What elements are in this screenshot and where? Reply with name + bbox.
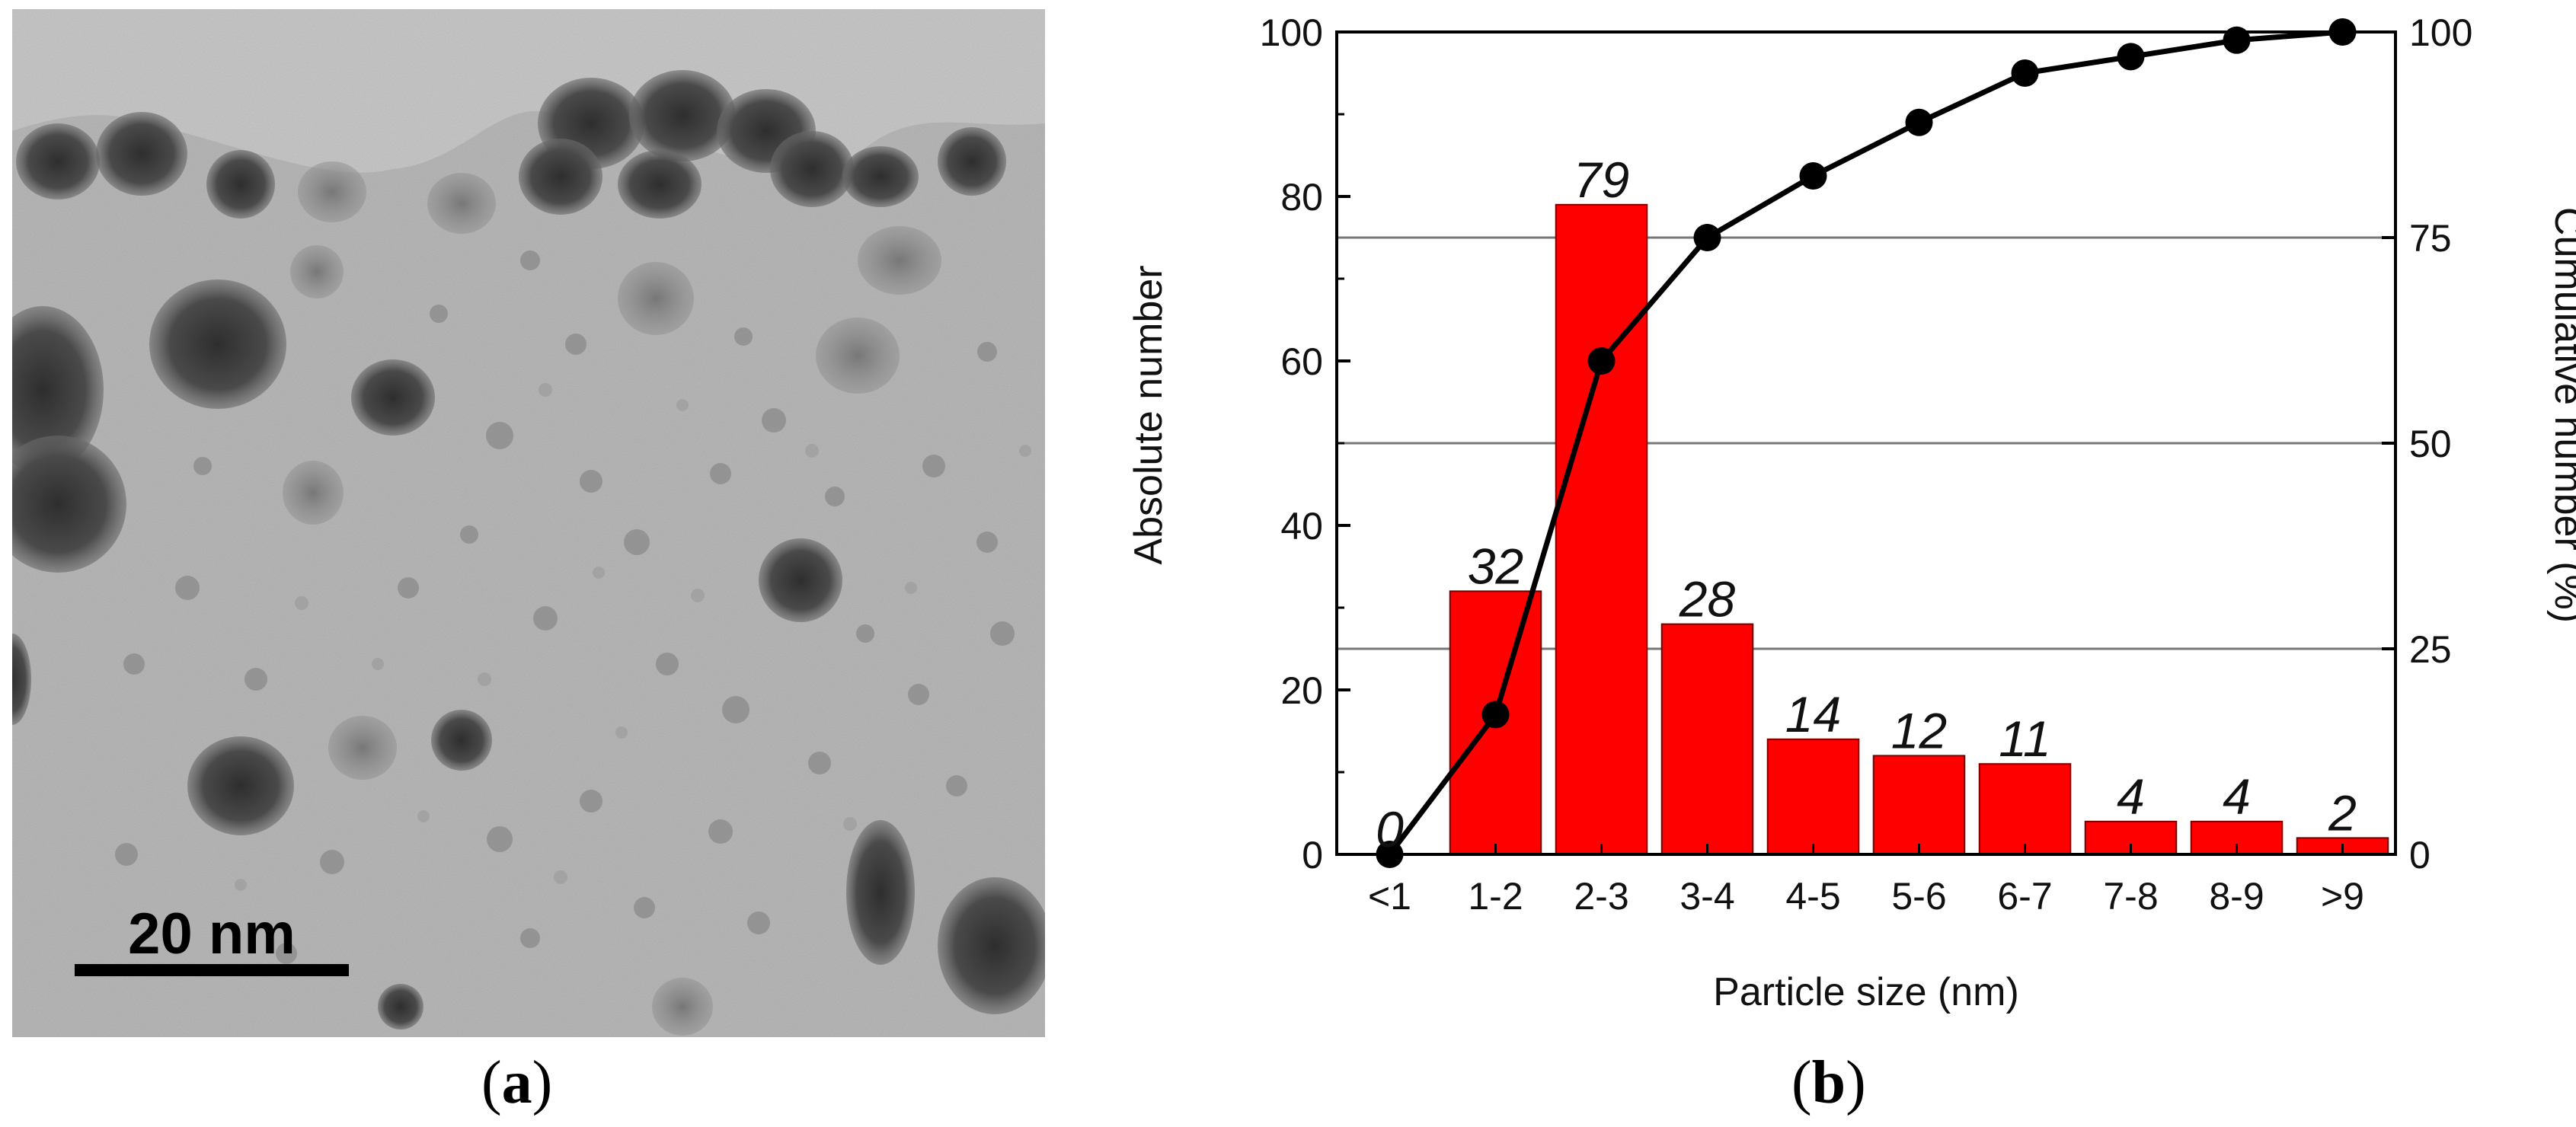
x-tick-label: >9 [2321,875,2364,918]
x-axis-title: Particle size (nm) [1713,970,2019,1014]
panel-label-b: (b) [1791,1049,1866,1116]
data-label: 4 [2117,768,2145,825]
cumulative-point [1799,162,1827,190]
y-tick-label: 0 [1302,834,1323,876]
x-tick-label: <1 [1368,875,1411,918]
bar [1872,755,1966,856]
data-labels: 0 32 79 28 14 12 11 4 4 2 [1376,152,2357,857]
scale-bar [75,964,349,976]
scale-bar-label: 20 nm [128,902,296,966]
y-axis-title: Absolute number [1127,265,1171,564]
x-tick-label: 5-6 [1891,875,1946,918]
y2-tick-label: 75 [2409,217,2452,260]
x-tick-label: 7-8 [2103,875,2158,918]
y-tick-label: 60 [1280,340,1323,383]
y-tick-label: 80 [1280,176,1323,219]
data-label: 79 [1574,152,1629,208]
bar [1766,738,1860,855]
y-tick-label: 100 [1260,11,1323,54]
tem-micrograph: 20 nm [12,9,1045,1037]
x-tick-label: 3-4 [1680,875,1734,918]
y2-tick-label: 100 [2409,11,2472,54]
cumulative-point [1693,224,1721,251]
y2-tick-label: 0 [2409,834,2431,876]
cumulative-point [1587,347,1616,375]
panel-label-a: (a) [481,1049,553,1116]
data-label: 12 [1891,702,1947,758]
x-tick-label: 4-5 [1785,875,1840,918]
bar [1978,763,2072,856]
data-label: 4 [2223,768,2251,825]
y2-tick-label: 25 [2409,628,2452,671]
y-tick-label: 40 [1280,505,1323,548]
cumulative-point [2011,59,2039,87]
cumulative-point [2117,43,2145,71]
data-label: 0 [1376,801,1404,857]
cumulative-line [1387,29,2343,857]
cumulative-point [1481,701,1510,729]
nanoparticles [12,70,1045,1036]
cumulative-point [1905,108,1933,136]
bar [1555,203,1648,855]
data-label: 28 [1679,571,1736,627]
data-label: 32 [1468,538,1523,594]
x-tick-label: 2-3 [1574,875,1628,918]
y-tick-label: 20 [1280,669,1323,712]
bar [1660,623,1754,855]
x-tick-label: 8-9 [2209,875,2264,918]
y2-tick-label: 50 [2409,423,2452,465]
y2-axis-title: Cumulative number (%) [2546,207,2576,623]
x-tick-label: 1-2 [1468,875,1523,918]
bar-series [1449,203,2389,856]
x-tick-label: 6-7 [1997,875,2052,918]
data-label: 11 [1999,710,2051,767]
data-label: 14 [1785,686,1841,742]
data-label: 2 [2328,784,2357,841]
